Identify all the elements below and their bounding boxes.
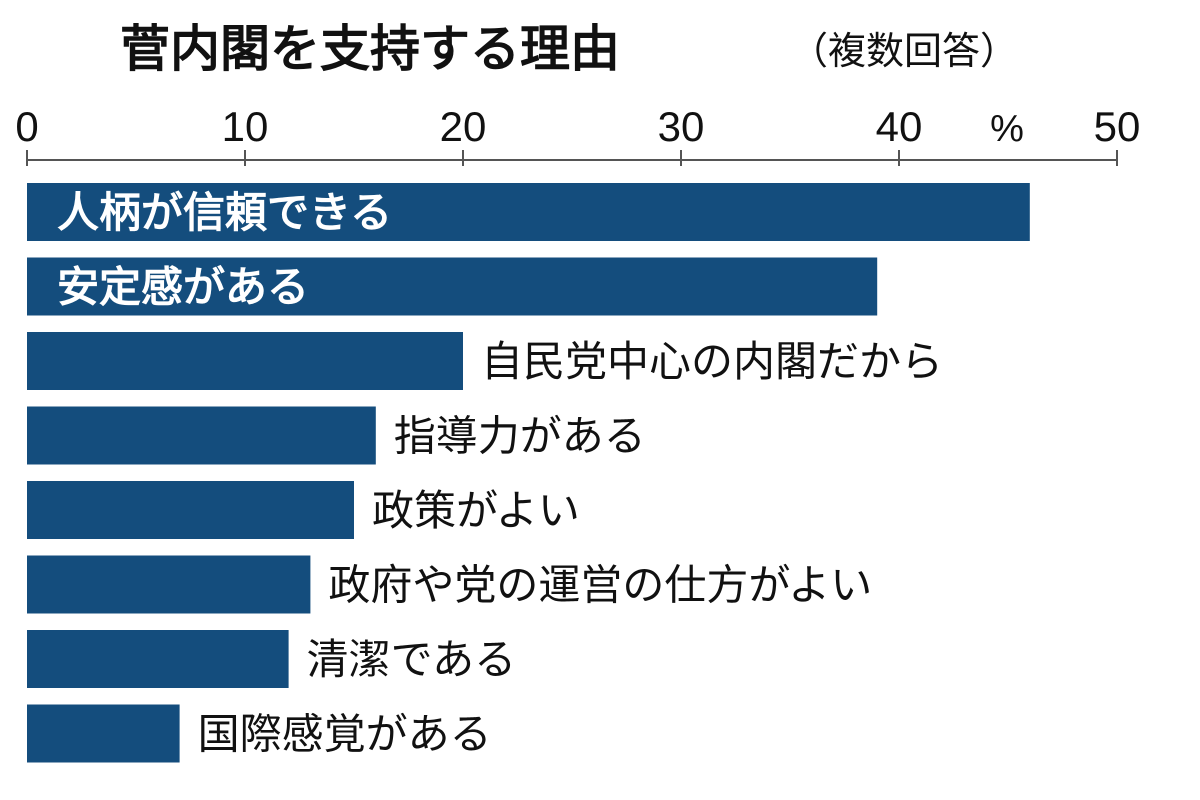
- bar: [27, 332, 463, 390]
- bar-category-label: 政策がよい: [372, 486, 580, 535]
- x-tick-label: 20: [440, 103, 487, 150]
- bar: [27, 481, 354, 539]
- x-tick-label: 50: [1094, 103, 1141, 150]
- x-axis: 0 10 20 30 40 50%: [15, 103, 1140, 166]
- bar: [27, 630, 289, 688]
- chart-title: 菅内閣を支持する理由: [120, 20, 620, 78]
- x-axis-unit: %: [990, 108, 1024, 150]
- bar: [27, 704, 180, 763]
- bar-category-label: 政府や党の運営の仕方がよい: [328, 561, 872, 610]
- bar-category-label: 清潔である: [307, 635, 517, 684]
- x-tick-label: 40: [876, 103, 923, 150]
- x-tick-label: 30: [658, 103, 705, 150]
- bar-category-label: 安定感がある: [57, 263, 309, 312]
- bar: [27, 183, 1030, 241]
- bars: 人柄が信頼できる安定感がある自民党中心の内閣だから指導力がある政策がよい政府や党…: [27, 183, 1030, 763]
- bar-category-label: 指導力がある: [394, 412, 646, 461]
- x-tick-label: 0: [15, 103, 38, 150]
- bar-category-label: 自民党中心の内閣だから: [481, 337, 943, 386]
- chart-subtitle: （複数回答）: [790, 29, 1018, 73]
- x-tick-label: 10: [222, 103, 269, 150]
- bar: [27, 555, 311, 614]
- bar-category-label: 国際感覚がある: [198, 710, 492, 759]
- bar: [27, 257, 878, 316]
- bar-category-label: 人柄が信頼できる: [57, 188, 392, 237]
- bar: [27, 406, 376, 465]
